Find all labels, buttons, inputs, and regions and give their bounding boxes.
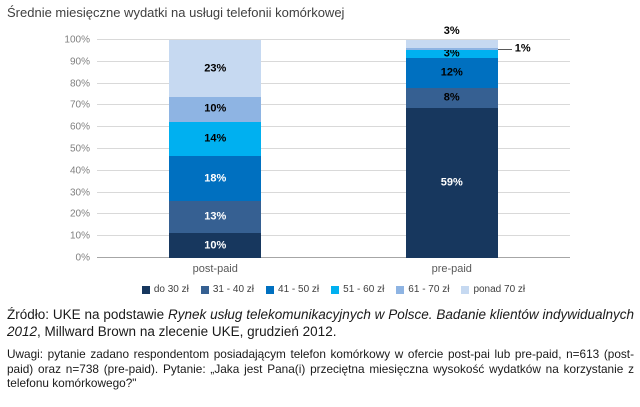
gridline [97, 104, 570, 106]
bar-segment-51-60zł: 3% [405, 47, 498, 60]
source-text: Źródło: UKE na podstawie Rynek usług tel… [7, 307, 634, 341]
data-label: 8% [443, 91, 460, 104]
legend-swatch [200, 285, 209, 294]
gridline [97, 126, 570, 128]
legend-label: 41 - 50 zł [278, 284, 320, 295]
y-axis-tick-label: 30% [69, 187, 90, 199]
data-label: 12% [440, 66, 463, 79]
plot-area: 0% 10% 20% 30% 40% 50% 60% 70% 80% 90% 100% 10% 13% 1… [64, 26, 570, 264]
bar-segment-31-40zł: 8% [405, 88, 498, 109]
y-axis-tick-label: 60% [69, 121, 90, 133]
gridline [97, 82, 570, 84]
x-axis-label-pre-paid: pre-paid [431, 263, 472, 275]
y-axis-tick-label: 70% [69, 99, 90, 111]
y-axis-tick-label: 100% [64, 34, 90, 46]
data-label: 59% [440, 176, 463, 189]
x-axis-label-post-paid: post-paid [192, 263, 238, 275]
source-suffix: , Millward Brown na zlecenie UKE, grudzi… [37, 323, 337, 339]
legend-swatch [396, 285, 405, 294]
legend-item: 61 - 70 zł [396, 284, 449, 295]
data-label: 13% [204, 210, 227, 223]
legend-label: do 30 zł [153, 284, 189, 295]
legend: do 30 zł 31 - 40 zł 41 - 50 zł 51 - 60 zł 61… [77, 284, 590, 295]
bar-segment-31-40zł: 13% [169, 201, 262, 234]
y-axis-tick-label: 20% [69, 208, 90, 220]
y-axis-tick-label: 80% [69, 78, 90, 90]
bar-post-paid: 10% 13% 18% 14% 10% 23% [169, 40, 262, 258]
legend-label: ponad 70 zł [473, 284, 526, 295]
bar-segment-61-70zł: 10% [169, 96, 262, 122]
notes-text: Uwagi: pytanie zadano respondentom posia… [7, 347, 634, 391]
legend-item: 51 - 60 zł [331, 284, 384, 295]
legend-swatch [266, 285, 275, 294]
legend-swatch [461, 285, 470, 294]
legend-swatch [141, 285, 150, 294]
y-axis-tick-label: 40% [69, 165, 90, 177]
gridline [97, 191, 570, 193]
legend-label: 61 - 70 zł [408, 284, 450, 295]
legend-label: 31 - 40 zł [212, 284, 255, 295]
gridline [97, 213, 570, 215]
data-label: 14% [204, 132, 227, 145]
y-axis-tick-label: 90% [69, 56, 90, 68]
legend-item: do 30 zł [141, 284, 189, 295]
data-label: 18% [204, 172, 227, 185]
gridline [97, 169, 570, 171]
bar-segment-ponad70zł: 23% [169, 40, 262, 97]
data-label: 3% [443, 25, 460, 38]
bar-segment-51-60zł: 14% [169, 121, 262, 157]
y-axis-tick-label: 0% [75, 252, 90, 264]
legend-swatch [331, 285, 340, 294]
bar-segment-61-70zł: 1% [405, 43, 531, 54]
y-axis-tick-label: 50% [69, 143, 90, 155]
data-label: 10% [204, 239, 227, 252]
bar-segment-ponad70zł: 3% [405, 26, 498, 48]
bar-segment-41-50zł: 12% [405, 57, 498, 89]
gridline [97, 39, 570, 40]
label-leader-line [497, 48, 512, 50]
gridline [97, 235, 570, 237]
legend-item: ponad 70 zł [461, 284, 525, 295]
data-label: 10% [204, 102, 227, 115]
y-axis-tick-label: 10% [69, 230, 90, 242]
bar-segment-41-50zł: 18% [169, 156, 262, 202]
legend-item: 31 - 40 zł [200, 284, 255, 295]
legend-label: 51 - 60 zł [343, 284, 385, 295]
gridline [97, 60, 570, 62]
bar-segment-do30zł: 59% [405, 108, 498, 258]
bar-segment-do30zł: 10% [169, 233, 262, 258]
x-axis-line [97, 257, 570, 258]
data-label: 3% [443, 47, 460, 60]
data-label: 23% [204, 62, 227, 74]
bar-pre-paid: 59% 8% 12% 3% 1% 3% [405, 26, 531, 258]
source-prefix: Źródło: UKE na podstawie [7, 307, 169, 322]
data-label: 1% [514, 42, 531, 55]
gridline [97, 148, 570, 149]
stacked-bar-chart: 0% 10% 20% 30% 40% 50% 60% 70% 80% 90% 100% 10% 13% 1… [64, 26, 570, 295]
source-italic: Rynek usług telekomunikacyjnych w Polsce… [7, 307, 634, 339]
legend-item: 41 - 50 zł [266, 284, 319, 295]
chart-title: Średnie miesięczne wydatki na usługi tel… [7, 5, 345, 20]
